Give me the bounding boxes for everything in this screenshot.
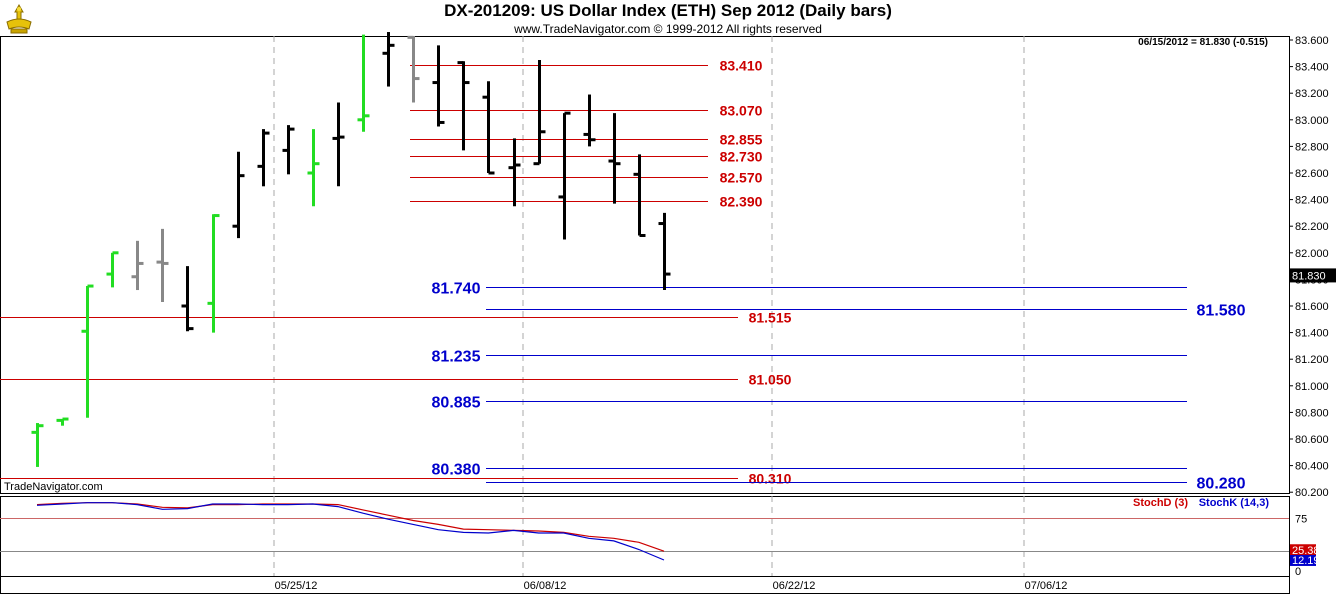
y-tick-label: 80.800 — [1295, 407, 1329, 419]
support-label: 80.280 — [1197, 476, 1246, 493]
resistance-label: 83.070 — [720, 103, 763, 119]
last-price-label: 81.830 — [1292, 270, 1326, 282]
y-tick-label: 82.800 — [1295, 141, 1329, 153]
resistance-label: 82.730 — [720, 149, 763, 165]
resistance-label: 81.050 — [749, 372, 792, 388]
y-tick-label: 83.600 — [1295, 35, 1329, 47]
copyright-text: www.TradeNavigator.com © 1999-2012 All r… — [514, 22, 822, 36]
y-tick-label: 80.400 — [1295, 461, 1329, 473]
support-label: 80.885 — [432, 395, 481, 412]
y-tick-label: 83.200 — [1295, 88, 1329, 100]
stoch-tick-label: 75 — [1295, 514, 1307, 526]
y-tick-label: 80.600 — [1295, 434, 1329, 446]
support-label: 81.580 — [1197, 303, 1246, 320]
support-label: 81.235 — [432, 349, 481, 366]
y-tick-label: 81.600 — [1295, 301, 1329, 313]
tradenavigator-logo-icon — [2, 2, 36, 36]
stoch-panel-frame — [0, 496, 1290, 577]
y-tick-label: 83.400 — [1295, 62, 1329, 74]
y-tick-label: 81.000 — [1295, 381, 1329, 393]
stoch-d-value: 25.38 — [1292, 545, 1320, 557]
stoch-tick-label: 0 — [1295, 566, 1301, 578]
resistance-label: 81.515 — [749, 310, 792, 326]
x-tick-label: 06/22/12 — [773, 580, 816, 592]
stoch-k-value-box — [1290, 554, 1316, 566]
resistance-label: 80.310 — [749, 471, 792, 487]
stoch-k-value: 12.19 — [1292, 555, 1320, 567]
y-tick-label: 82.200 — [1295, 221, 1329, 233]
support-label: 80.380 — [432, 462, 481, 479]
resistance-label: 83.410 — [720, 58, 763, 74]
x-axis-frame — [0, 576, 1290, 594]
y-tick-label: 83.000 — [1295, 115, 1329, 127]
last-price-box — [1290, 268, 1336, 283]
legend-stoch-d: StochD (3) — [1133, 497, 1188, 509]
chart-title: DX-201209: US Dollar Index (ETH) Sep 201… — [444, 1, 892, 20]
legend-stoch-k: StochK (14,3) — [1199, 497, 1270, 509]
y-tick-label: 82.600 — [1295, 168, 1329, 180]
x-tick-label: 06/08/12 — [524, 580, 567, 592]
y-tick-label: 81.400 — [1295, 328, 1329, 340]
stoch-k-line — [36, 502, 665, 561]
resistance-label: 82.390 — [720, 194, 763, 210]
last-readout-text: 06/15/2012 = 81.830 (-0.515) — [1138, 37, 1268, 48]
y-tick-label: 82.000 — [1295, 248, 1329, 260]
stoch-d-line — [36, 502, 665, 552]
x-tick-label: 07/06/12 — [1025, 580, 1068, 592]
x-tick-label: 05/25/12 — [275, 580, 318, 592]
support-label: 81.740 — [432, 281, 481, 298]
y-tick-label: 80.200 — [1295, 487, 1329, 499]
price-panel-frame — [0, 36, 1290, 494]
source-label: TradeNavigator.com — [4, 481, 103, 493]
y-tick-label: 82.400 — [1295, 195, 1329, 207]
resistance-label: 82.855 — [720, 132, 763, 148]
resistance-label: 82.570 — [720, 170, 763, 186]
stoch-d-value-box — [1290, 544, 1316, 557]
y-tick-label: 81.200 — [1295, 354, 1329, 366]
